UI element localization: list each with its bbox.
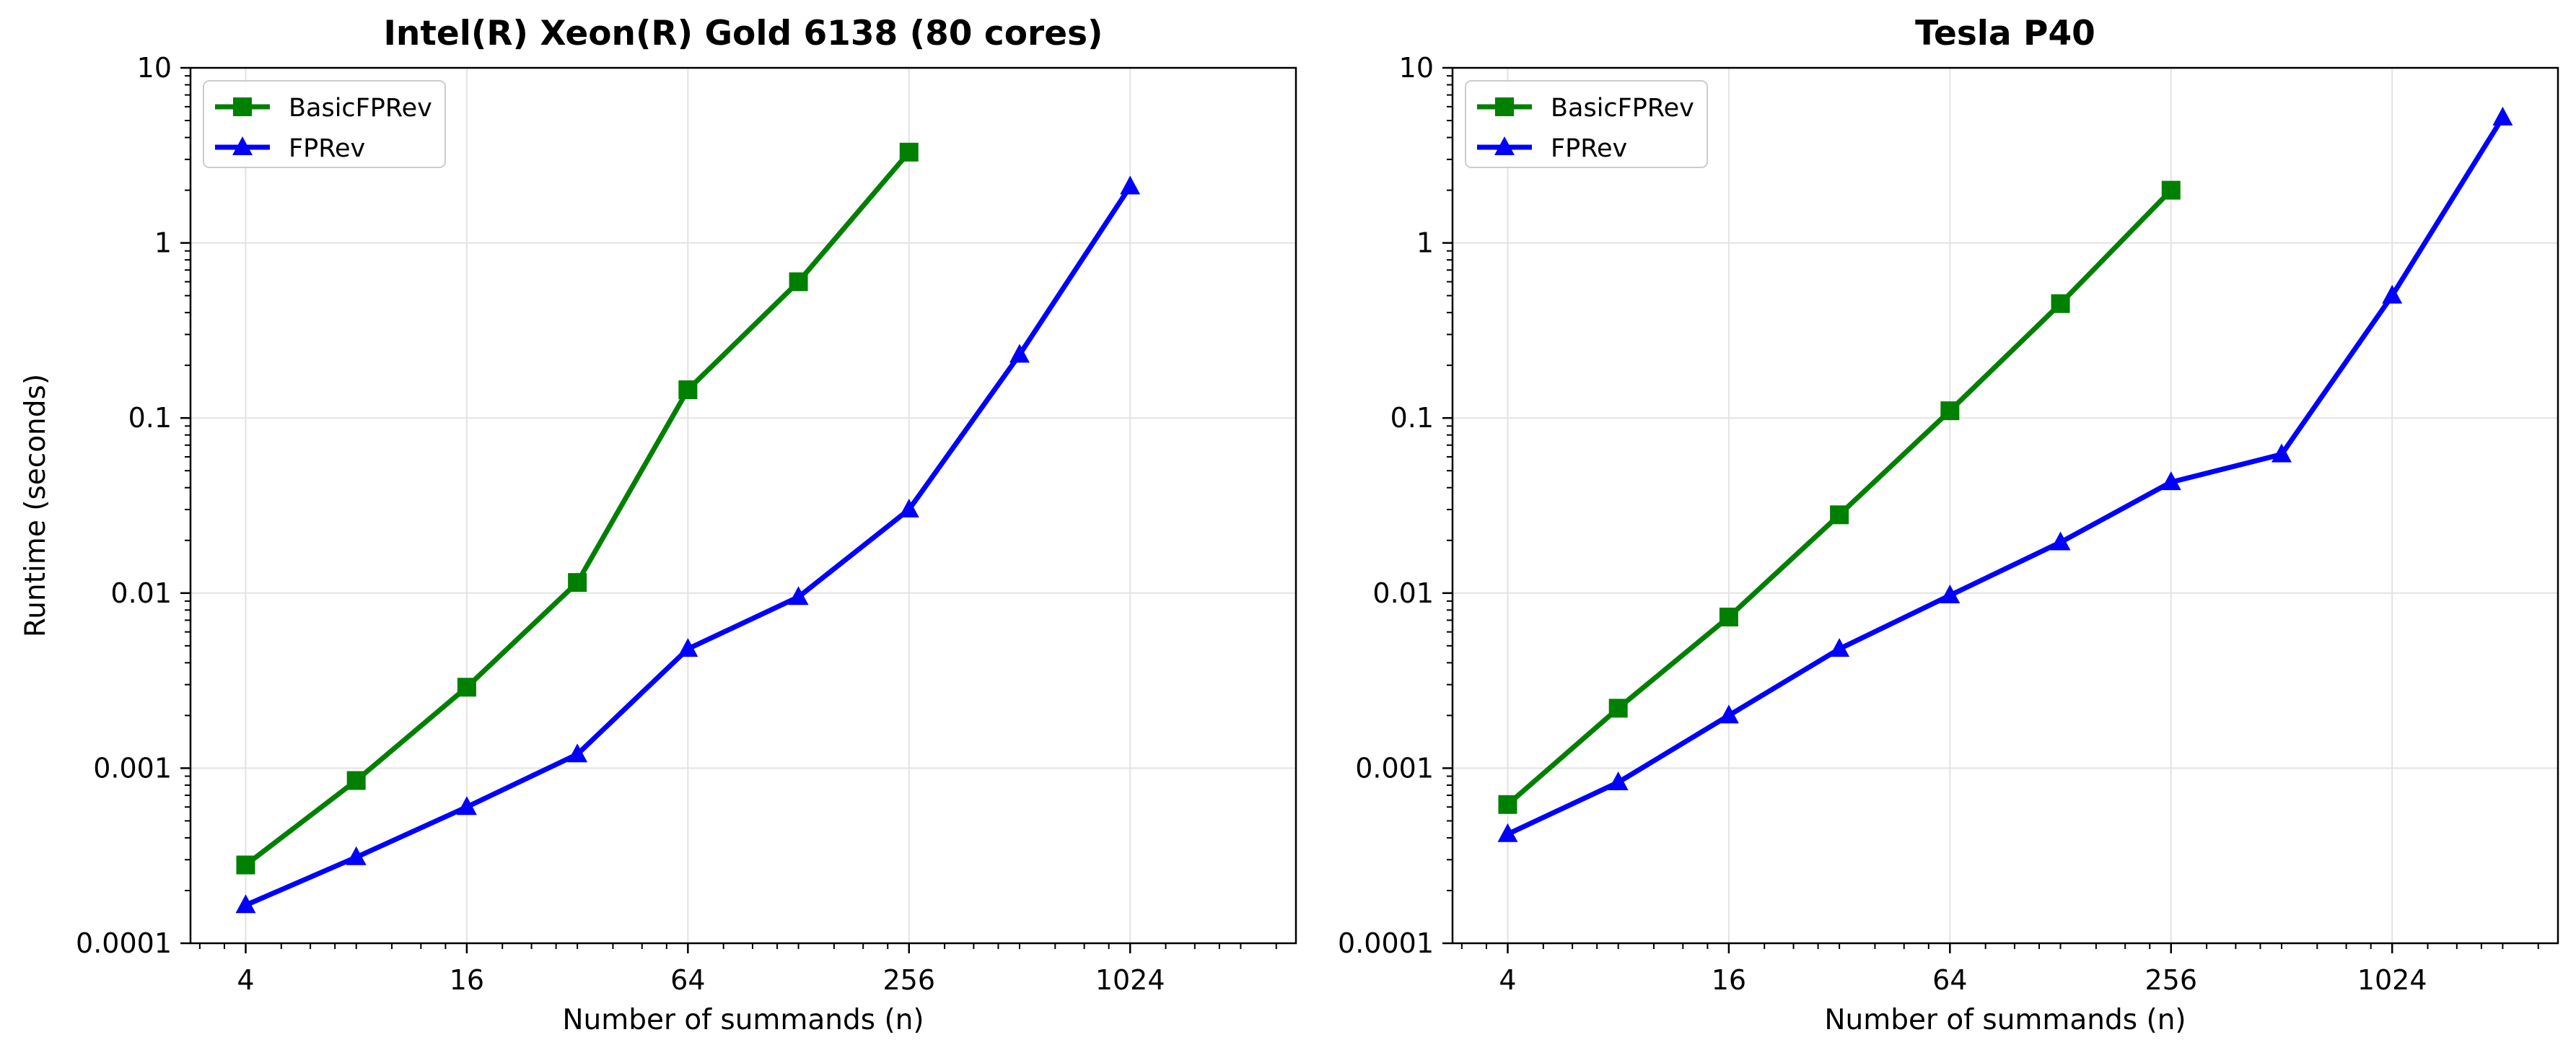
y-tick-label: 0.01 — [1372, 577, 1434, 609]
data-point — [1719, 607, 1738, 626]
y-tick-label: 1 — [154, 227, 172, 259]
y-axis-label: Runtime (seconds) — [19, 374, 52, 637]
data-point — [2050, 531, 2071, 551]
data-point — [2382, 284, 2403, 304]
data-point — [457, 678, 476, 697]
series-BasicFPRev — [1498, 180, 2181, 814]
plot-frame — [1451, 66, 2559, 945]
data-point — [1830, 505, 1849, 525]
y-tick-label: 0.1 — [128, 402, 172, 434]
data-point — [456, 796, 477, 816]
x-tick-label: 64 — [1932, 964, 1967, 996]
subplot-0: 4 16 64 256 1024 0.0001 0.001 0.01 0.1 1 10 Intel(R… — [19, 14, 1297, 1036]
x-tick-label: 4 — [1499, 964, 1516, 996]
data-point — [1829, 638, 1850, 657]
legend-entry-FPRev: FPRev — [215, 134, 365, 163]
legend-entry-BasicFPRev: BasicFPRev — [215, 94, 432, 123]
legend-marker — [1495, 97, 1514, 116]
legend-label: BasicFPRev — [289, 94, 432, 123]
data-point — [236, 855, 255, 875]
y-tick-label: 0.01 — [110, 577, 172, 609]
y-tick-label: 10 — [1399, 52, 1434, 84]
data-point — [567, 743, 588, 763]
data-point — [2051, 294, 2070, 313]
data-point — [2161, 180, 2181, 200]
series-line — [1506, 188, 2173, 807]
legend: BasicFPRev FPRev — [1465, 80, 1708, 168]
data-point — [1718, 704, 1739, 724]
x-axis-label: Number of summands (n) — [1824, 1004, 2186, 1036]
series-FPRev — [235, 175, 1141, 914]
legend-label: BasicFPRev — [1551, 94, 1694, 123]
data-point — [2271, 443, 2292, 463]
plot-frame — [189, 66, 1297, 945]
data-point — [568, 573, 587, 593]
data-point — [678, 638, 698, 657]
chart-title: Tesla P40 — [1915, 14, 2095, 53]
x-tick-label: 16 — [1712, 964, 1746, 996]
x-tick-label: 64 — [670, 964, 705, 996]
data-point — [2160, 471, 2181, 491]
data-point — [789, 272, 808, 292]
data-point — [788, 586, 809, 605]
data-point — [1009, 344, 1030, 363]
x-tick-label: 1024 — [2357, 964, 2427, 996]
y-tick-label: 0.001 — [1355, 752, 1434, 784]
data-point — [1940, 585, 1961, 604]
y-tick-label: 0.0001 — [1338, 927, 1434, 959]
data-point — [678, 380, 698, 400]
data-point — [346, 771, 366, 790]
data-point — [346, 846, 367, 865]
x-tick-label: 256 — [883, 964, 936, 996]
y-tick-label: 0.001 — [93, 752, 172, 784]
legend-entry-BasicFPRev: BasicFPRev — [1477, 94, 1694, 123]
data-point — [1497, 823, 1518, 842]
y-tick-label: 1 — [1416, 227, 1434, 259]
series-FPRev — [1497, 106, 2513, 842]
x-tick-label: 16 — [450, 964, 484, 996]
data-point — [1608, 771, 1629, 791]
subplot-1: 4 16 64 256 1024 0.0001 0.001 0.01 0.1 1 10 Tesla P… — [1338, 14, 2559, 1036]
x-tick-label: 1024 — [1095, 964, 1165, 996]
data-point — [1120, 175, 1141, 195]
data-point — [899, 142, 919, 162]
x-axis-label: Number of summands (n) — [562, 1004, 924, 1036]
y-tick-label: 0.0001 — [76, 927, 172, 959]
legend-marker — [232, 136, 253, 155]
legend-label: FPRev — [289, 134, 365, 163]
y-tick-label: 10 — [137, 52, 172, 84]
series-line — [1506, 116, 2505, 836]
chart-title: Intel(R) Xeon(R) Gold 6138 (80 cores) — [383, 14, 1103, 53]
y-tick-label: 0.1 — [1390, 402, 1434, 434]
series-BasicFPRev — [236, 142, 919, 875]
data-point — [235, 894, 256, 914]
legend-label: FPRev — [1551, 134, 1627, 163]
data-point — [898, 499, 919, 518]
data-point — [2492, 106, 2513, 126]
data-point — [1608, 699, 1628, 718]
data-point — [1498, 795, 1517, 814]
legend: BasicFPRev FPRev — [203, 80, 446, 168]
legend-entry-FPRev: FPRev — [1477, 134, 1627, 163]
x-tick-label: 4 — [237, 964, 254, 996]
legend-marker — [233, 97, 252, 116]
legend-marker — [1494, 136, 1515, 155]
data-point — [1940, 401, 1960, 421]
x-tick-label: 256 — [2145, 964, 2198, 996]
